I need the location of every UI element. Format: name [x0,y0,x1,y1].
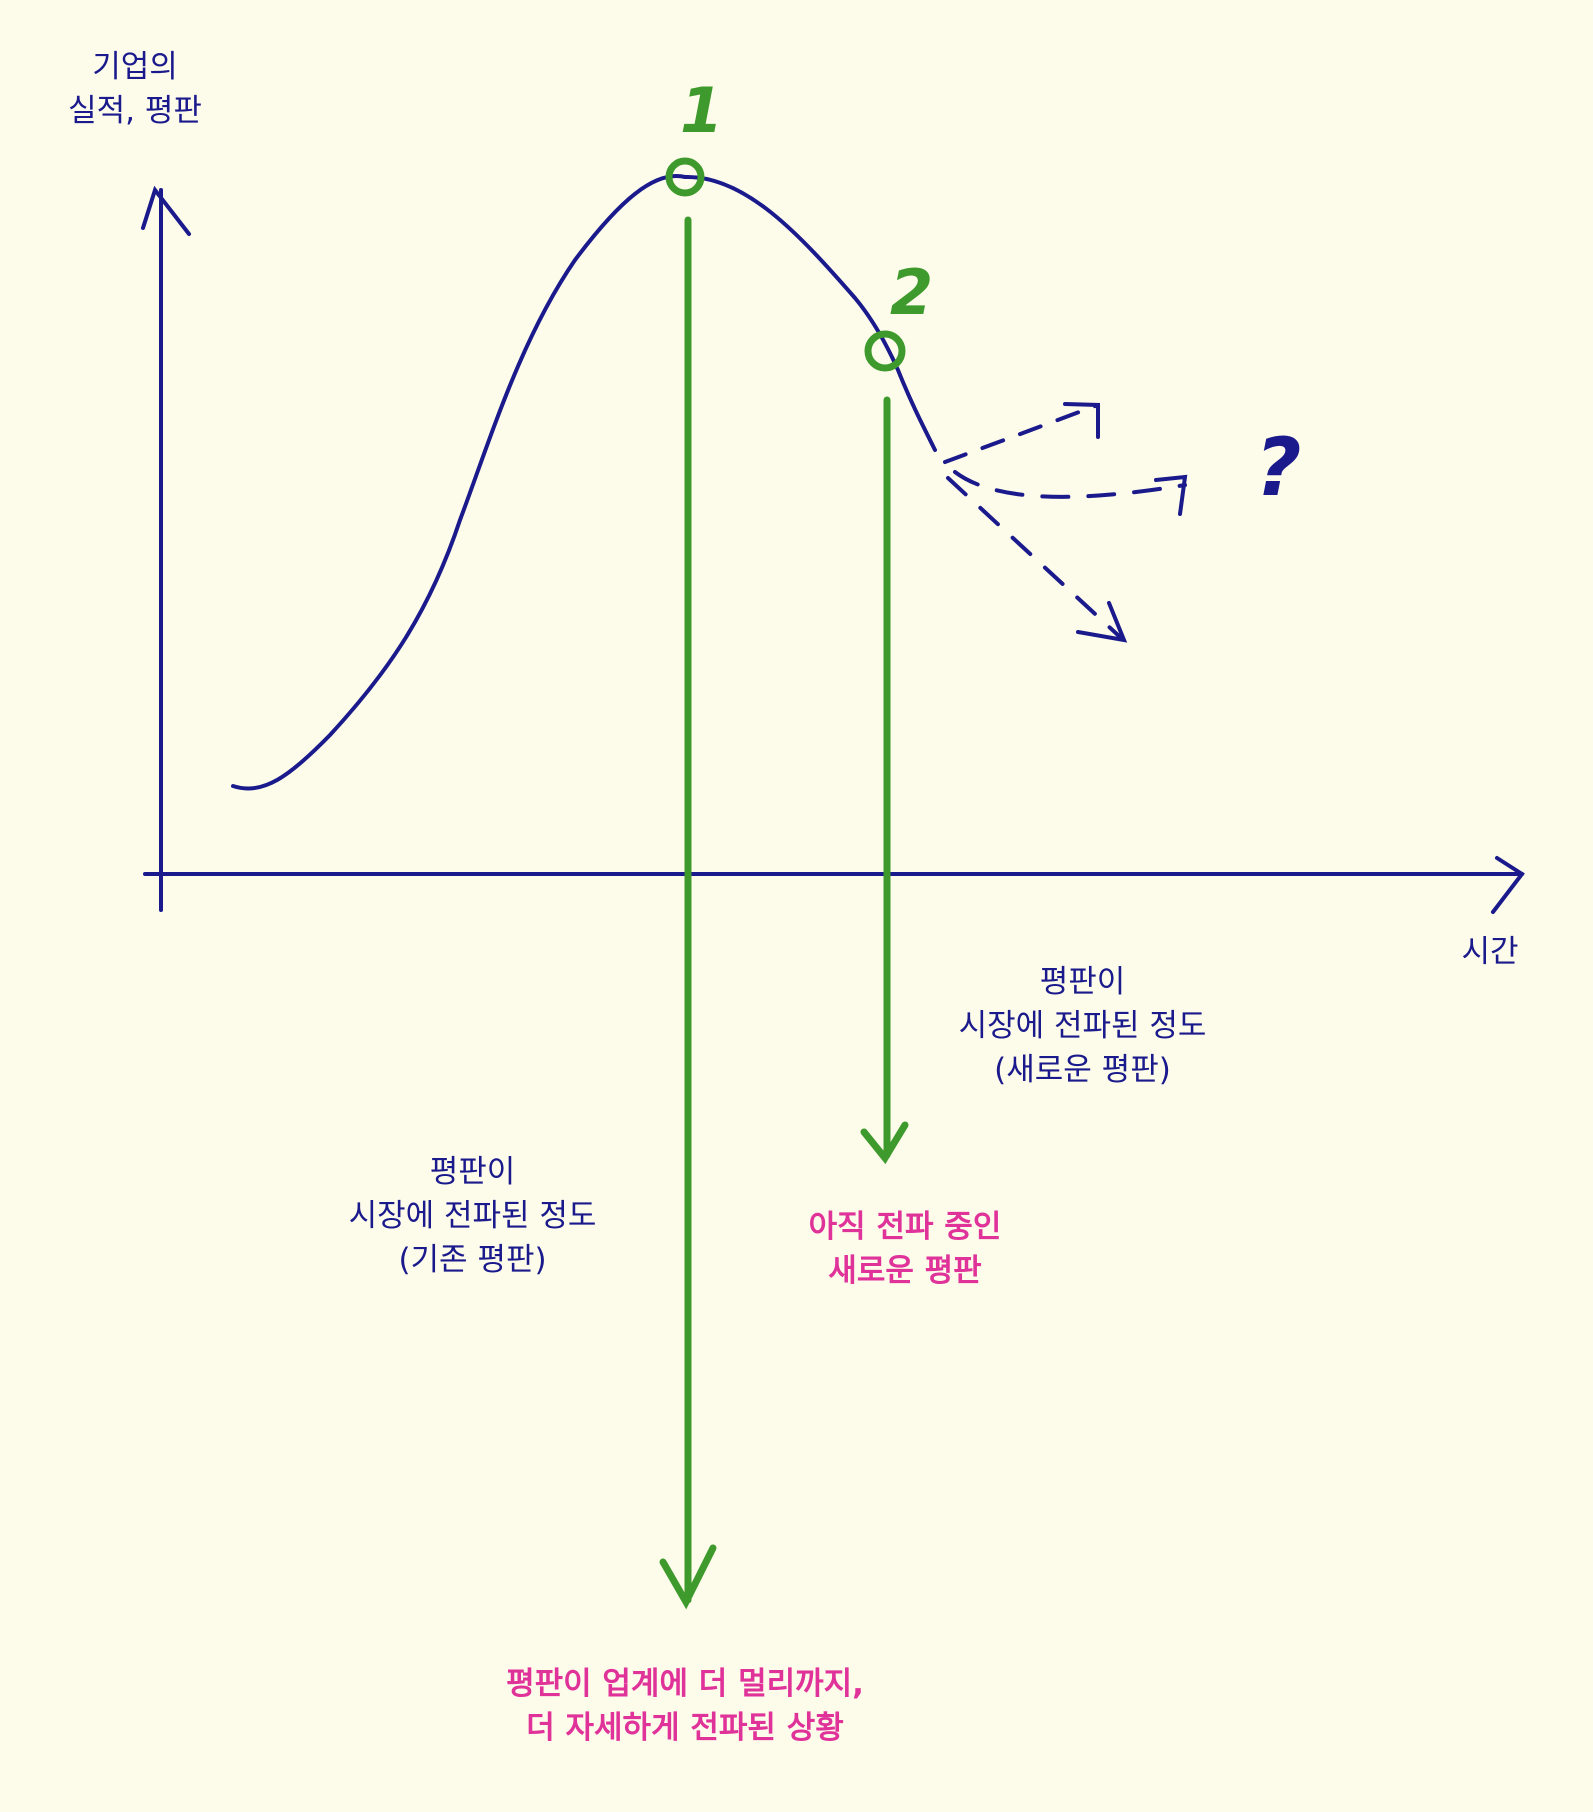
marker-1-circle [665,157,705,197]
highlight-new-line-1: 아직 전파 중인 [808,1209,1002,1245]
highlight-old-line-1: 평판이 업계에 더 멀리까지, [506,1666,864,1702]
branch-flat-arrowhead [1154,474,1188,516]
annotation-new-reputation: 평판이 시장에 전파된 정도 (새로운 평판) [910,960,1255,1092]
annotation-new-line-3: (새로운 평판) [994,1052,1171,1088]
x-axis-label: 시간 [1461,934,1519,970]
branch-up-arrowhead [1063,402,1100,439]
y-axis-label: 기업의 실적, 평판 [45,45,225,133]
annotation-old-line-3: (기존 평판) [398,1242,547,1278]
annotation-new-line-1: 평판이 [1039,964,1126,1000]
branch-down [946,476,1122,639]
future-branches [943,402,1188,643]
y-axis-label-line-1: 기업의 [92,49,178,85]
annotation-old-line-1: 평판이 [429,1154,516,1190]
y-axis [141,185,191,912]
question-mark: ? [1255,421,1302,514]
highlight-new-reputation: 아직 전파 중인 새로운 평판 [760,1205,1050,1293]
x-axis-arrowhead [1491,856,1525,914]
branch-flat [953,470,1187,499]
branch-down-arrowhead [1076,601,1128,643]
branch-up [943,403,1100,464]
performance-curve [231,174,937,791]
marker-2-arrowhead [860,1121,909,1165]
annotation-old-reputation: 평판이 시장에 전파된 정도 (기존 평판) [300,1150,645,1282]
highlight-old-reputation: 평판이 업계에 더 멀리까지, 더 자세하게 전파된 상황 [440,1662,930,1750]
highlight-old-line-2: 더 자세하게 전파된 상황 [526,1710,844,1746]
y-axis-arrowhead [141,185,191,236]
marker-1-number: 1 [680,74,724,147]
green-markers [659,157,909,1610]
highlight-new-line-2: 새로운 평판 [828,1253,982,1289]
y-axis-label-line-2: 실적, 평판 [68,93,202,129]
marker-2-circle [864,330,906,372]
annotation-old-line-2: 시장에 전파된 정도 [348,1198,597,1234]
x-axis [143,856,1525,914]
marker-2-number: 2 [890,256,934,329]
annotation-new-line-2: 시장에 전파된 정도 [958,1008,1207,1044]
marker-1-arrowhead [659,1544,717,1610]
